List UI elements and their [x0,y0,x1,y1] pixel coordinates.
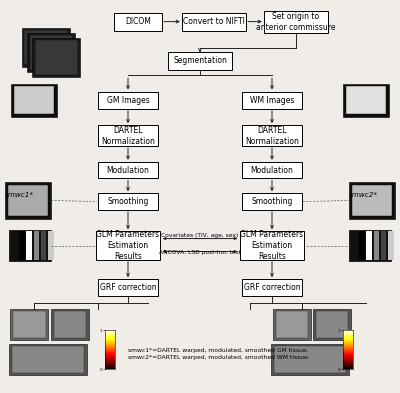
FancyBboxPatch shape [96,231,160,260]
FancyBboxPatch shape [242,279,302,296]
FancyBboxPatch shape [242,92,302,109]
Text: DICOM: DICOM [125,17,151,26]
Bar [381,231,386,260]
Bar [352,185,392,216]
Bar [24,30,68,64]
Text: WM Images: WM Images [250,96,294,105]
Text: smwc1*: smwc1* [5,191,34,198]
Bar [9,230,51,261]
Text: Modulation: Modulation [250,166,294,174]
Bar [10,309,48,340]
Bar [366,231,372,260]
Bar [22,28,70,67]
Bar [27,33,75,72]
Text: GM Images: GM Images [107,96,149,105]
Text: GLM Parameters
Estimation
Results: GLM Parameters Estimation Results [240,230,304,261]
FancyBboxPatch shape [182,13,246,31]
Text: Smoothing: Smoothing [107,197,149,206]
Bar [14,86,54,114]
Bar [34,231,39,260]
Bar [26,231,32,260]
Text: Covariates (TIV, age, sex): Covariates (TIV, age, sex) [161,233,239,238]
Bar [11,84,57,117]
FancyBboxPatch shape [98,125,158,146]
FancyBboxPatch shape [264,11,328,33]
FancyBboxPatch shape [242,125,302,146]
Text: DARTEL
Normalization: DARTEL Normalization [101,125,155,146]
Bar [388,231,394,260]
Bar [19,231,25,260]
Bar [9,344,87,375]
Bar [13,311,46,338]
Bar [313,309,351,340]
Text: smwc1*=DARTEL warped, modulated, smoothed GM tissue.
smwc2*=DARTEL warped, modul: smwc1*=DARTEL warped, modulated, smoothe… [128,349,310,360]
Bar [359,231,365,260]
FancyBboxPatch shape [98,92,158,109]
Text: Set origin to
anterior commissure: Set origin to anterior commissure [256,11,336,32]
FancyBboxPatch shape [98,279,158,296]
Bar [8,185,48,216]
Text: Convert to NIFTI: Convert to NIFTI [183,17,245,26]
Bar [54,311,86,338]
Bar [48,231,54,260]
Bar [374,231,379,260]
Text: GLM Parameters
Estimation
Results: GLM Parameters Estimation Results [96,230,160,261]
FancyBboxPatch shape [240,231,304,260]
Text: Modulation: Modulation [106,166,150,174]
FancyBboxPatch shape [242,162,302,178]
FancyBboxPatch shape [114,13,162,31]
Bar [30,35,73,70]
Bar [51,309,89,340]
FancyBboxPatch shape [168,52,232,70]
Bar [12,346,84,373]
Bar [32,38,80,77]
FancyBboxPatch shape [98,193,158,210]
Text: DARTEL
Normalization: DARTEL Normalization [245,125,299,146]
Bar [273,309,311,340]
Bar [5,182,51,219]
Bar [276,311,308,338]
Bar [346,86,386,114]
Bar [35,40,78,75]
Text: GRF correction: GRF correction [100,283,156,292]
Bar [274,346,346,373]
Bar [271,344,349,375]
Text: GRF correction: GRF correction [244,283,300,292]
Text: Segmentation: Segmentation [173,57,227,65]
Bar [349,230,391,261]
Text: ANCOVA, LSD post-hoc test: ANCOVA, LSD post-hoc test [159,250,241,255]
FancyBboxPatch shape [98,162,158,178]
Text: smwc2*: smwc2* [349,191,378,198]
Bar [41,231,46,260]
FancyBboxPatch shape [242,193,302,210]
Bar [343,84,389,117]
Bar [349,182,395,219]
Text: Smoothing: Smoothing [251,197,293,206]
Bar [316,311,348,338]
